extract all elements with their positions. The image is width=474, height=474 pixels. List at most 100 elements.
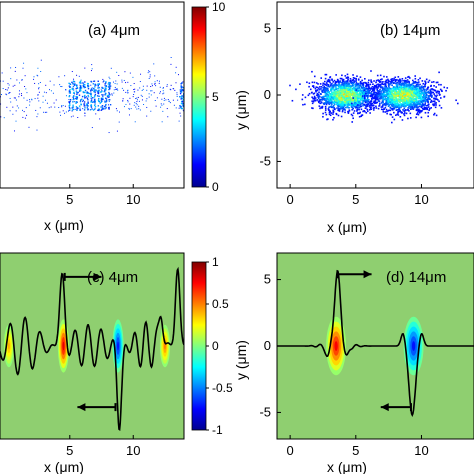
speckle xyxy=(18,107,20,109)
speckle xyxy=(407,87,410,90)
speckle xyxy=(369,83,372,86)
speckle xyxy=(417,79,420,81)
fringe-dot xyxy=(105,85,108,88)
speckle xyxy=(421,89,423,92)
speckle xyxy=(318,91,320,94)
speckle xyxy=(345,87,348,89)
fringe-dot xyxy=(105,103,107,106)
speckle xyxy=(341,110,344,113)
speckle xyxy=(389,99,392,102)
speckle xyxy=(343,108,346,111)
speckle xyxy=(311,102,314,105)
speckle xyxy=(91,127,93,129)
speckle xyxy=(74,93,76,95)
speckle xyxy=(384,87,386,89)
speckle xyxy=(433,89,436,92)
speckle xyxy=(162,87,164,89)
speckle xyxy=(150,90,152,92)
speckle xyxy=(403,100,405,103)
fringe-dot xyxy=(69,98,72,101)
speckle xyxy=(341,89,344,91)
speckle xyxy=(367,102,369,104)
speckle xyxy=(18,90,20,92)
speckle xyxy=(15,110,17,112)
speckle xyxy=(385,102,388,105)
fringe-dot xyxy=(72,82,74,84)
panel-d: 0 5 10-505 (d) 14μm x (μm) y (μm) xyxy=(233,252,474,474)
speckle xyxy=(84,67,86,69)
speckle xyxy=(383,103,386,106)
speckle xyxy=(182,81,184,83)
speckle xyxy=(344,81,346,84)
panel-a-label: (a) 4μm xyxy=(88,22,140,39)
fringe-dot xyxy=(87,85,90,87)
speckle xyxy=(387,85,390,87)
speckle xyxy=(91,68,93,70)
speckle xyxy=(312,100,315,103)
fringe-dot xyxy=(180,85,182,88)
speckle xyxy=(321,90,324,93)
speckle xyxy=(324,93,327,95)
y-tick-label: 0 xyxy=(264,87,271,102)
speckle xyxy=(398,110,400,113)
speckle xyxy=(422,100,424,103)
speckle xyxy=(419,89,421,92)
speckle xyxy=(417,91,420,94)
speckle xyxy=(354,87,357,89)
speckle xyxy=(369,101,371,104)
speckle xyxy=(177,74,179,76)
speckle xyxy=(354,85,357,87)
fringe-dot xyxy=(185,97,186,98)
speckle xyxy=(416,102,418,104)
speckle xyxy=(332,107,335,109)
speckle xyxy=(411,99,414,101)
speckle xyxy=(359,101,361,104)
fringe-dot xyxy=(83,101,86,103)
speckle xyxy=(398,93,401,95)
speckle xyxy=(385,89,387,92)
speckle xyxy=(383,75,385,78)
speckle xyxy=(387,82,390,84)
speckle xyxy=(390,107,393,110)
speckle xyxy=(324,83,326,86)
speckle xyxy=(405,99,408,102)
speckle xyxy=(334,82,337,84)
fringe-dot xyxy=(185,98,186,99)
speckle xyxy=(130,108,132,110)
speckle xyxy=(354,83,356,86)
speckle xyxy=(413,104,415,106)
speckle xyxy=(431,88,434,90)
speckle xyxy=(343,99,346,101)
speckle xyxy=(435,102,437,104)
speckle xyxy=(136,97,138,99)
speckle xyxy=(39,107,41,109)
speckle xyxy=(10,101,12,103)
speckle xyxy=(58,76,60,78)
speckle xyxy=(323,97,326,100)
x-tick-label: 10 xyxy=(126,443,140,458)
speckle xyxy=(412,86,414,88)
fringe-dot xyxy=(180,96,183,98)
fringe-dot xyxy=(104,105,107,107)
speckle xyxy=(417,113,420,116)
speckle xyxy=(428,109,430,112)
fringe-dot xyxy=(90,94,92,96)
speckle xyxy=(359,97,362,99)
speckle xyxy=(317,100,320,103)
speckle xyxy=(372,89,374,92)
speckle xyxy=(403,107,406,110)
speckle xyxy=(355,94,357,97)
speckle xyxy=(396,103,399,105)
speckle xyxy=(359,88,362,90)
fringe-dot xyxy=(98,86,100,89)
speckle xyxy=(319,86,321,88)
speckle xyxy=(324,89,327,92)
speckle xyxy=(419,92,421,95)
fringe-dot xyxy=(68,102,71,105)
panel-a: 5 10 (a) 4μm x (μm) xyxy=(0,1,186,233)
fringe-dot xyxy=(102,97,104,99)
speckle xyxy=(433,100,436,102)
speckle xyxy=(375,107,378,109)
speckle xyxy=(154,75,156,77)
speckle xyxy=(377,79,379,81)
